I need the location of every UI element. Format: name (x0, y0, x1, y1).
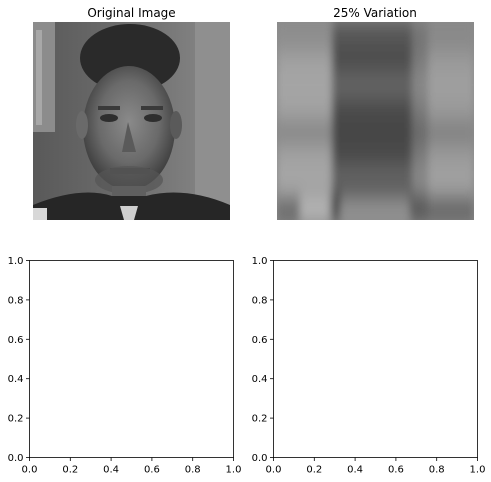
right-axes-ytick-label: 1.0 (252, 256, 268, 267)
right-axes-xtick-label: 0.6 (388, 465, 404, 476)
left-axes-xtick-label: 0.2 (62, 465, 78, 476)
empty-axes-right: 0.0 0.2 0.4 0.6 0.8 1.0 0.0 0.2 0.4 0.6 0.8 1.0 (252, 256, 486, 476)
right-axes-xtick-label: 0.8 (429, 465, 445, 476)
left-axes-ytick-label: 0.8 (8, 295, 24, 306)
right-axes-xtick-label: 0.4 (347, 465, 363, 476)
original-image (33, 22, 230, 220)
right-axes-frame (273, 260, 478, 458)
left-axes-ytick-label: 0.4 (8, 374, 24, 385)
left-axes-xtick-label: 0.8 (185, 465, 201, 476)
left-axes-frame (29, 260, 234, 458)
right-axes-ytick-label: 0.4 (252, 374, 268, 385)
left-axes-ytick-label: 0.0 (8, 453, 24, 464)
left-axes-ytick-label: 0.6 (8, 335, 24, 346)
left-axes-xtick-label: 0.6 (144, 465, 160, 476)
right-axes-ytick-label: 0.0 (252, 453, 268, 464)
right-axes-ytick-label: 0.8 (252, 295, 268, 306)
left-axes-ytick-label: 1.0 (8, 256, 24, 267)
empty-axes-left: 0.0 0.2 0.4 0.6 0.8 1.0 0.0 0.2 0.4 0.6 0.8 1.0 (8, 256, 242, 476)
left-axes-xtick-label: 1.0 (226, 465, 242, 476)
left-axes-xtick-label: 0.4 (103, 465, 119, 476)
panel-title-original: Original Image (87, 6, 175, 20)
right-axes-ytick-label: 0.2 (252, 414, 268, 425)
right-axes-xtick-label: 0.0 (266, 465, 282, 476)
right-axes-xtick-label: 0.2 (306, 465, 322, 476)
panel-title-variation: 25% Variation (333, 6, 417, 20)
right-axes-ytick-label: 0.6 (252, 335, 268, 346)
left-axes-xtick-label: 0.0 (22, 465, 38, 476)
right-axes-xtick-label: 1.0 (470, 465, 486, 476)
variation-image (277, 22, 474, 220)
left-axes-ytick-label: 0.2 (8, 414, 24, 425)
